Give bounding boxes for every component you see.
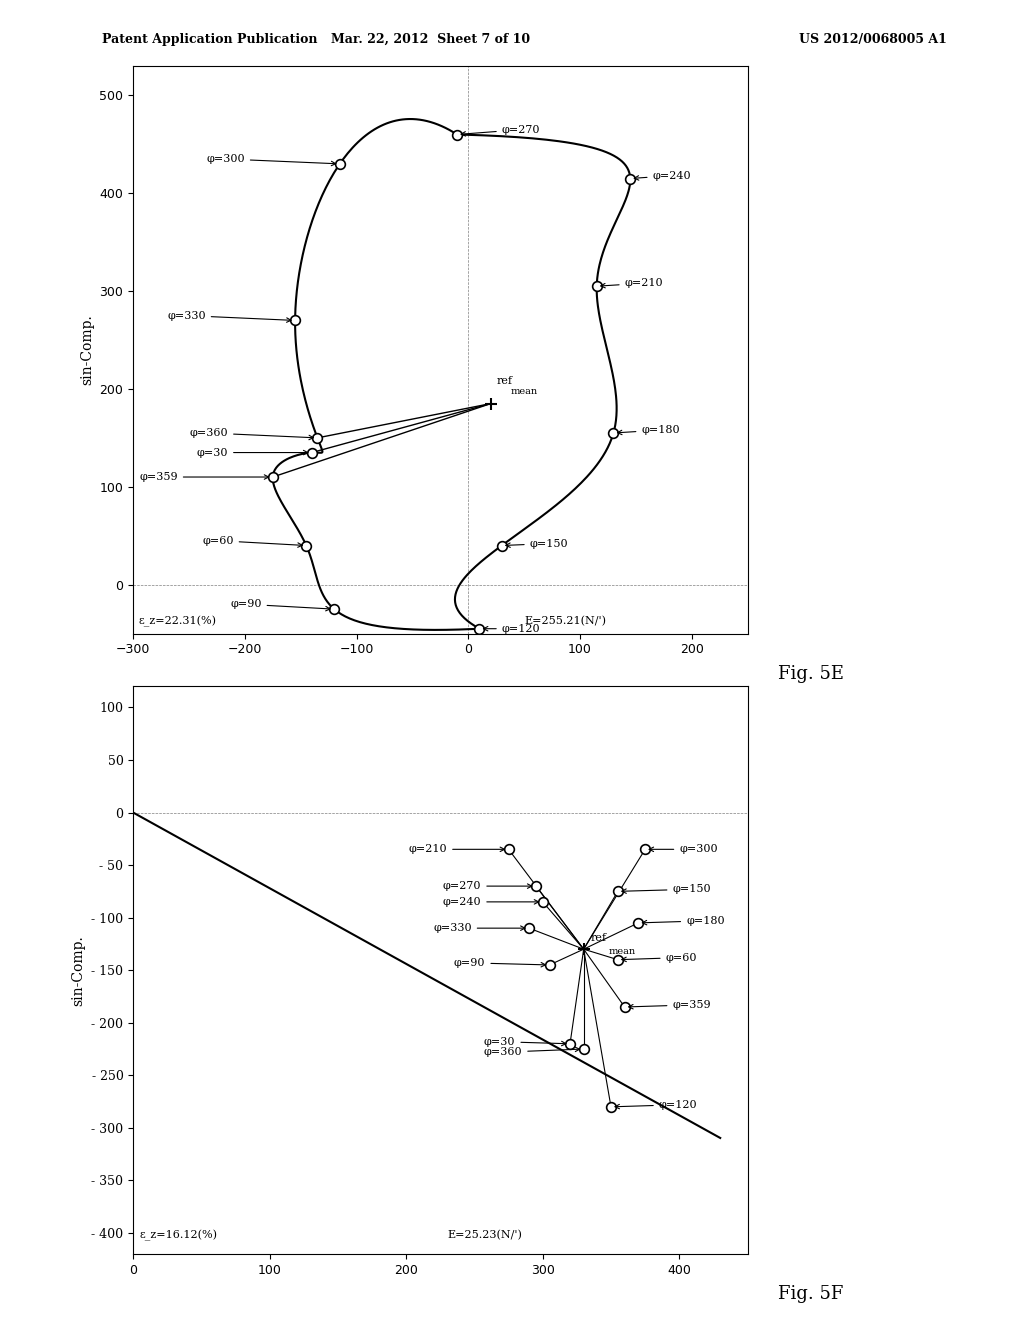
- Text: φ=30: φ=30: [197, 447, 308, 458]
- Text: Fig. 5E: Fig. 5E: [778, 665, 844, 682]
- Text: φ=300: φ=300: [206, 154, 336, 166]
- Text: φ=150: φ=150: [622, 884, 711, 894]
- Text: φ=90: φ=90: [454, 958, 546, 968]
- Text: US 2012/0068005 A1: US 2012/0068005 A1: [799, 33, 946, 46]
- Text: mean: mean: [511, 387, 538, 396]
- Text: φ=240: φ=240: [442, 896, 539, 907]
- Y-axis label: sin-Comp.: sin-Comp.: [80, 314, 94, 385]
- Text: φ=120: φ=120: [483, 624, 541, 634]
- Text: φ=210: φ=210: [409, 845, 505, 854]
- Text: φ=120: φ=120: [615, 1100, 697, 1110]
- Text: φ=359: φ=359: [629, 999, 711, 1010]
- Text: ref: ref: [497, 376, 512, 385]
- Text: φ=90: φ=90: [230, 599, 330, 611]
- Text: φ=210: φ=210: [601, 279, 664, 288]
- Text: Mar. 22, 2012  Sheet 7 of 10: Mar. 22, 2012 Sheet 7 of 10: [331, 33, 529, 46]
- Text: E=255.21(N/'): E=255.21(N/'): [524, 615, 606, 626]
- Text: φ=150: φ=150: [506, 539, 568, 549]
- Text: Fig. 5F: Fig. 5F: [778, 1286, 844, 1303]
- Text: ε_z=16.12(%): ε_z=16.12(%): [140, 1230, 218, 1241]
- Text: φ=180: φ=180: [617, 425, 680, 436]
- Text: φ=30: φ=30: [484, 1036, 566, 1047]
- Text: φ=300: φ=300: [649, 845, 718, 854]
- Text: φ=270: φ=270: [442, 882, 531, 891]
- Text: φ=330: φ=330: [433, 923, 525, 933]
- Text: ref: ref: [591, 933, 606, 942]
- Text: ε_z=22.31(%): ε_z=22.31(%): [138, 615, 217, 627]
- Text: φ=180: φ=180: [642, 916, 725, 925]
- Text: E=25.23(N/'): E=25.23(N/'): [447, 1230, 522, 1241]
- Y-axis label: sin-Comp.: sin-Comp.: [72, 935, 86, 1006]
- Text: mean: mean: [608, 948, 635, 957]
- Text: Patent Application Publication: Patent Application Publication: [102, 33, 317, 46]
- Text: φ=360: φ=360: [483, 1047, 580, 1057]
- Text: φ=270: φ=270: [461, 124, 541, 136]
- Text: φ=240: φ=240: [634, 170, 691, 181]
- Text: φ=360: φ=360: [189, 428, 313, 440]
- Text: φ=359: φ=359: [139, 473, 268, 482]
- Text: φ=60: φ=60: [622, 953, 697, 962]
- Text: φ=330: φ=330: [167, 310, 291, 322]
- Text: φ=60: φ=60: [202, 536, 302, 548]
